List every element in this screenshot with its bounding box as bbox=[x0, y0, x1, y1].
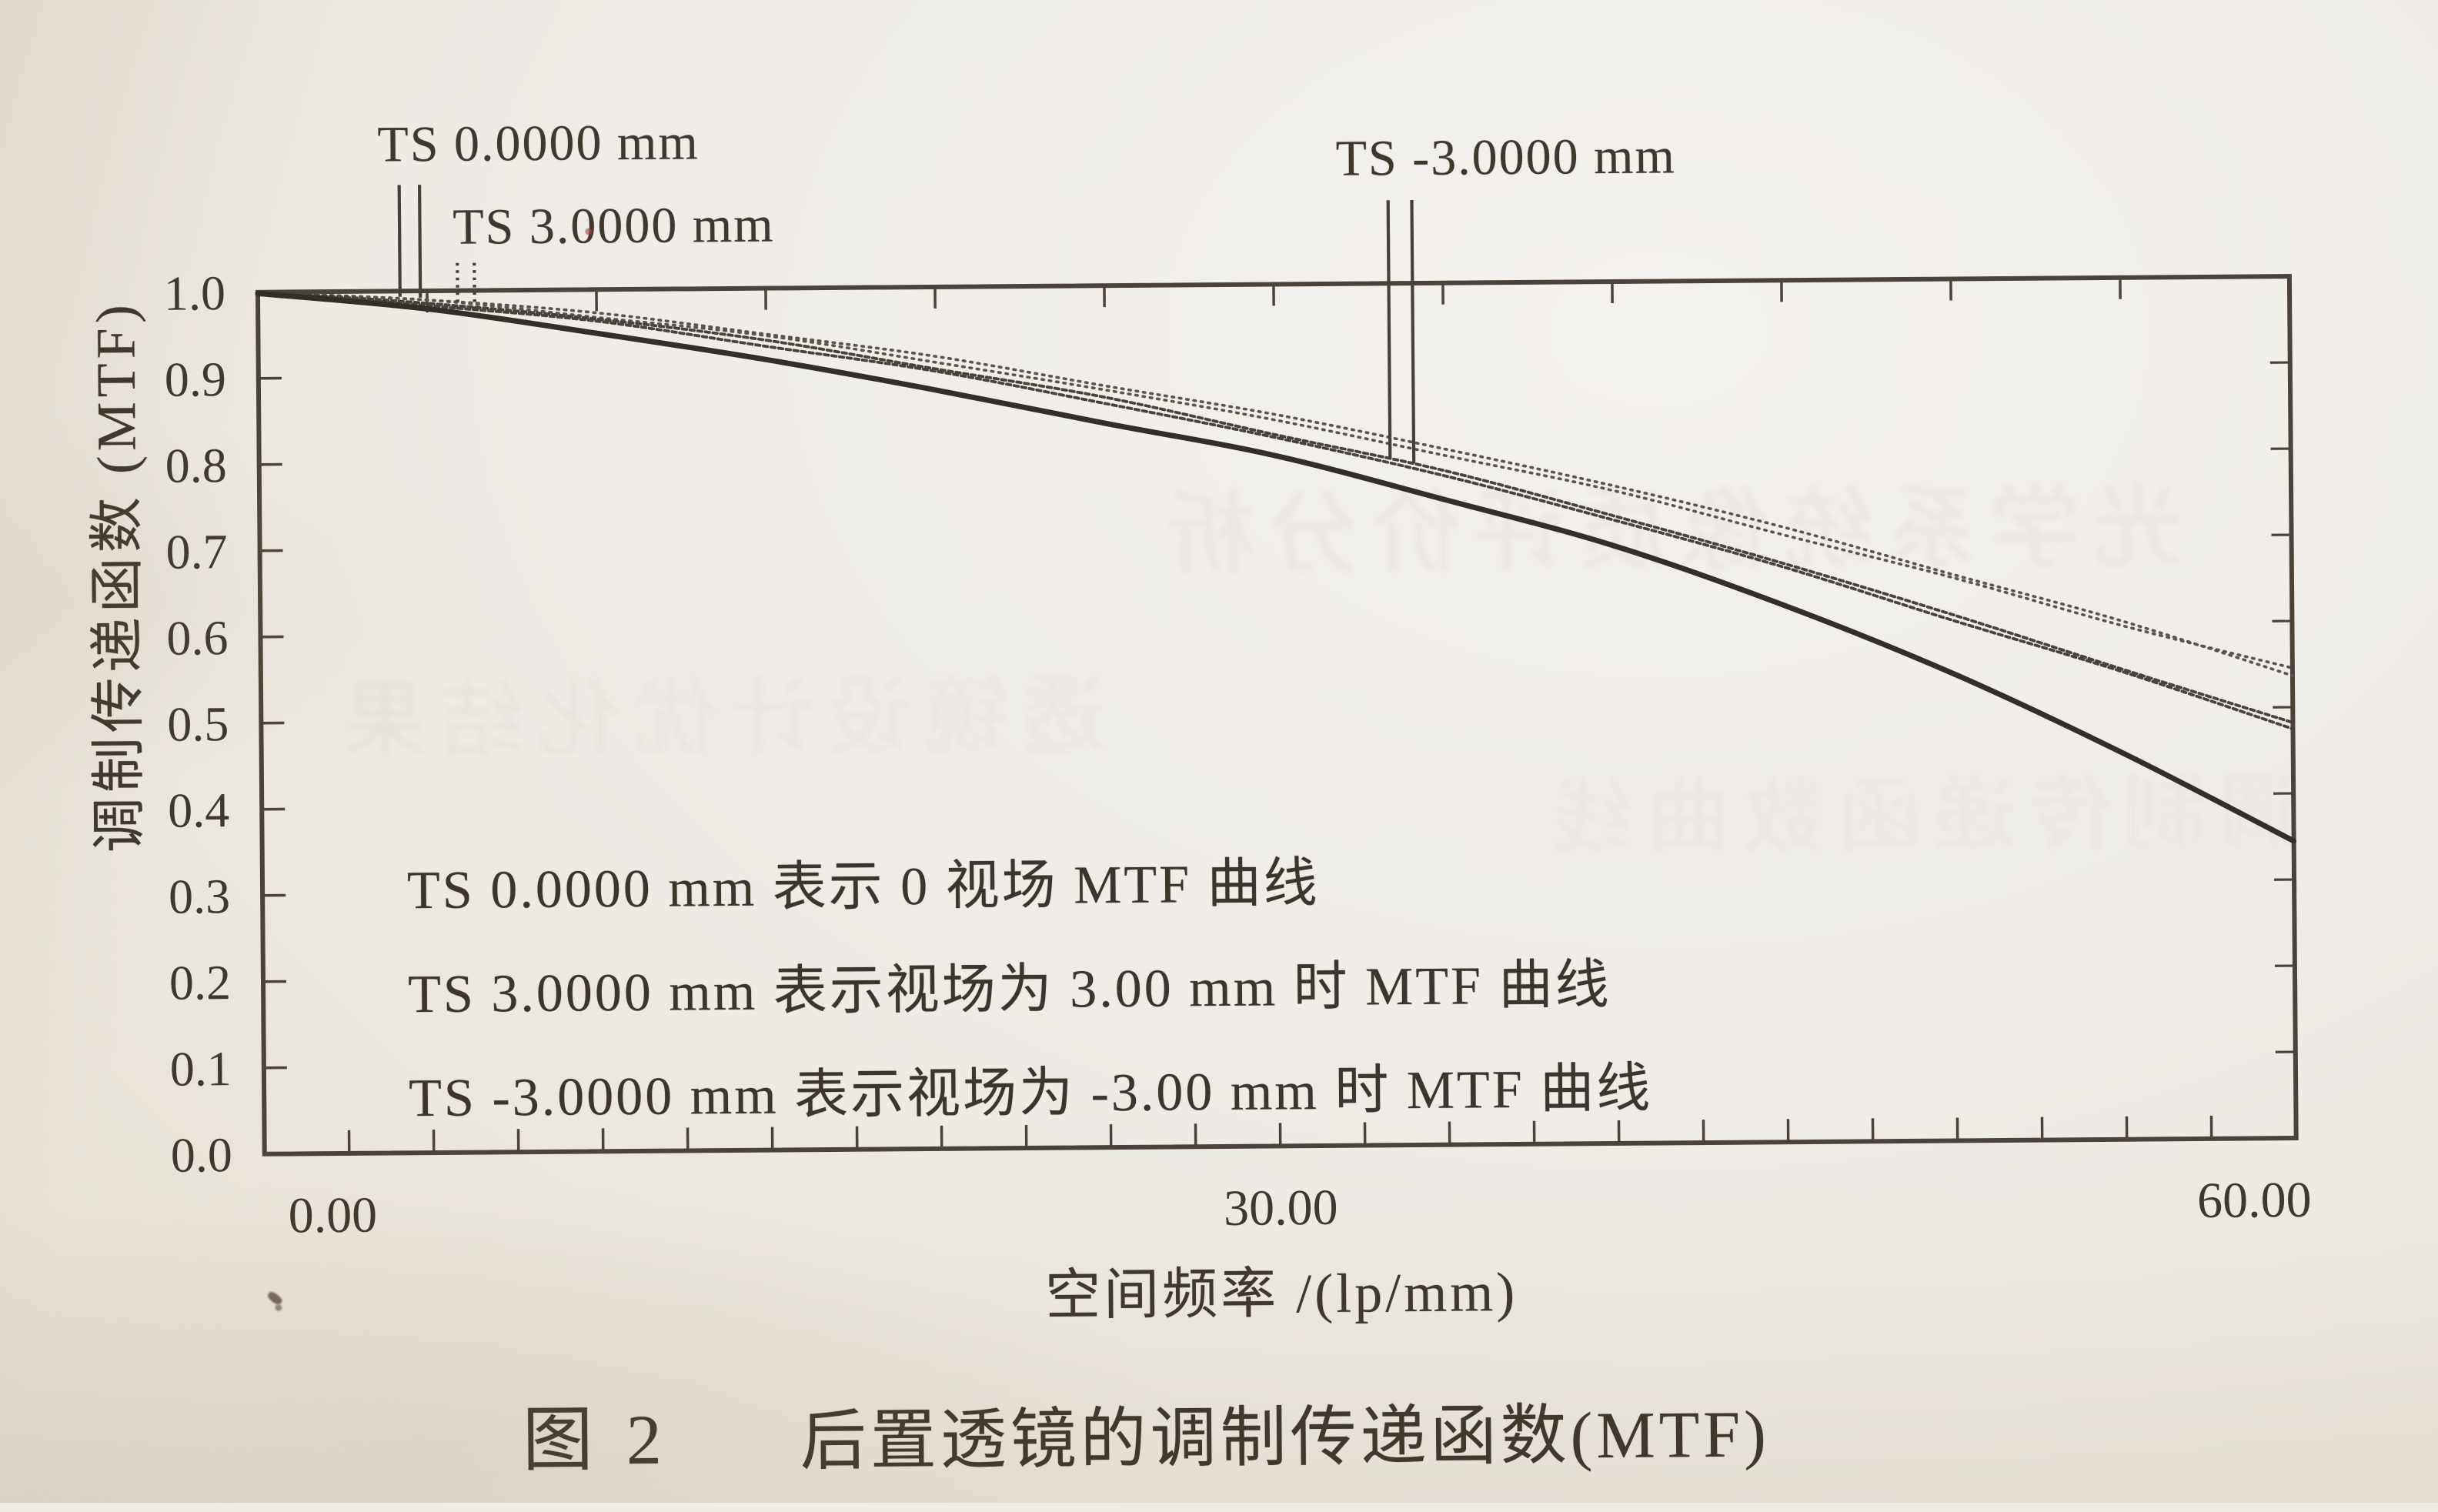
y-tick-label: 0.3 bbox=[169, 869, 231, 924]
leader-line bbox=[399, 185, 400, 296]
y-tick-label: 1.0 bbox=[164, 265, 226, 321]
y-tick-label: 0.6 bbox=[166, 610, 229, 666]
y-tick-label: 0.1 bbox=[170, 1041, 232, 1096]
mtf-curve-TS-0.0000-mm-tangential bbox=[258, 276, 2293, 692]
curve-label-ts3: TS 3.0000 mm bbox=[453, 196, 775, 257]
y-tick-label: 0.4 bbox=[168, 783, 230, 838]
y-tick-label: 0.0 bbox=[170, 1127, 232, 1183]
y-tick-label: 0.9 bbox=[165, 352, 227, 407]
curve-label-ts0: TS 0.0000 mm bbox=[377, 113, 700, 174]
mtf-curve-TS--3.0000-mm-sagittal bbox=[258, 275, 2293, 745]
y-tick-label: 0.2 bbox=[169, 955, 232, 1010]
leader-line bbox=[419, 185, 420, 298]
x-tick-label: 60.00 bbox=[2197, 1172, 2312, 1229]
figure-caption-number: 图 2 bbox=[522, 1382, 670, 1485]
figure-caption-text: 后置透镜的调制传递函数(MTF) bbox=[800, 1379, 1770, 1483]
y-axis-title: 调制传递函数 (MTF) bbox=[68, 230, 143, 923]
mtf-curve-TS--3.0000-mm-tangential bbox=[258, 275, 2293, 739]
legend-note-line: TS -3.0000 mm 表示视场为 -3.00 mm 时 MTF 曲线 bbox=[409, 1045, 1653, 1133]
y-tick-label: 0.8 bbox=[165, 438, 227, 493]
x-axis-title: 空间频率 /(lp/mm) bbox=[958, 1245, 1605, 1331]
mtf-curve-TS-0.0000-mm-sagittal bbox=[258, 278, 2293, 684]
legend-note-line: TS 3.0000 mm 表示视场为 3.00 mm 时 MTF 曲线 bbox=[408, 941, 1652, 1029]
leader-line bbox=[1411, 200, 1414, 463]
legend-note-line: TS 0.0000 mm 表示 0 视场 MTF 曲线 bbox=[407, 837, 1651, 925]
y-tick-label: 0.5 bbox=[167, 696, 229, 752]
x-tick-label: 30.00 bbox=[1224, 1180, 1338, 1237]
mtf-curve-TS-3.0000-mm-tangential+sagittal bbox=[258, 278, 2294, 857]
legend-note-block: TS 0.0000 mm 表示 0 视场 MTF 曲线 TS 3.0000 mm… bbox=[407, 837, 1653, 1159]
y-tick-label: 0.7 bbox=[165, 524, 228, 579]
leader-line bbox=[1388, 200, 1391, 458]
x-tick-label: 0.00 bbox=[288, 1187, 377, 1244]
curve-label-ts-minus3: TS -3.0000 mm bbox=[1335, 127, 1676, 188]
